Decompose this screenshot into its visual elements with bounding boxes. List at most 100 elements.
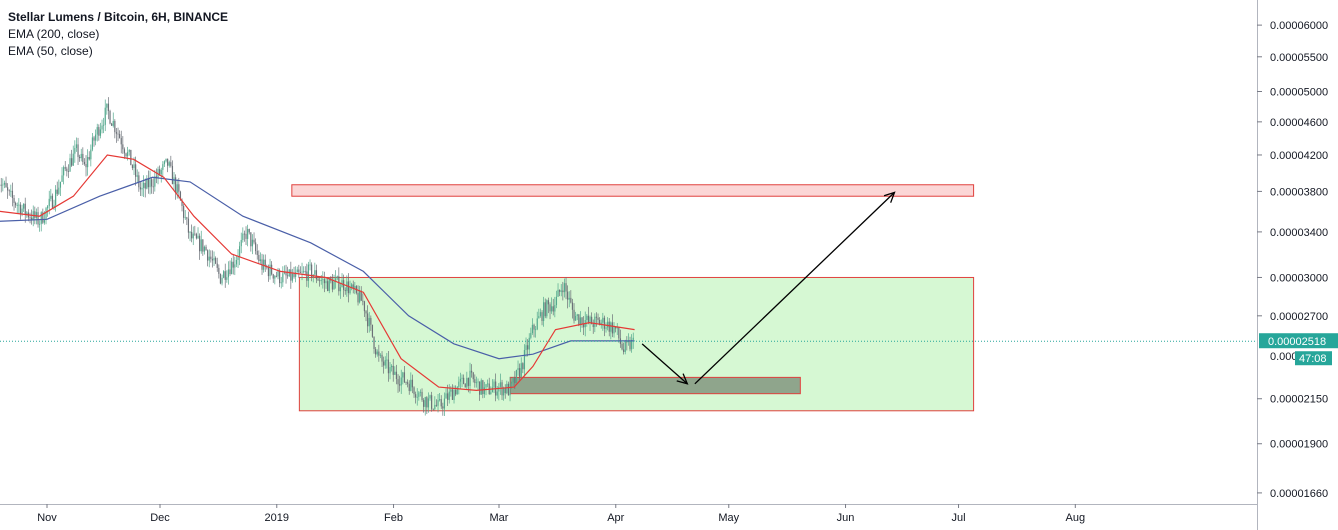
- price-tick-label: 0.00002150: [1270, 394, 1328, 406]
- symbol-title[interactable]: Stellar Lumens / Bitcoin, 6H, BINANCE: [8, 10, 229, 24]
- candle-body: [88, 157, 90, 160]
- candle-body: [432, 408, 434, 410]
- candle-body: [576, 314, 578, 316]
- candle-body: [544, 302, 546, 317]
- candle-body: [317, 279, 319, 281]
- candle-body: [143, 182, 145, 188]
- candle-body: [176, 184, 178, 194]
- candle-body: [123, 149, 126, 154]
- candle-body: [235, 259, 238, 265]
- candle-body: [120, 138, 122, 145]
- candle-body: [131, 165, 134, 169]
- candle-body: [226, 277, 228, 280]
- candle-body: [536, 318, 538, 330]
- candle-body: [104, 107, 106, 125]
- time-tick-label: Apr: [607, 512, 624, 524]
- support-zone[interactable]: [509, 376, 801, 395]
- annotation-zones[interactable]: [291, 184, 975, 412]
- candle-body: [291, 273, 294, 281]
- candle-body: [199, 235, 201, 252]
- candle-body: [400, 377, 402, 386]
- candle-body: [200, 239, 202, 252]
- candle-body: [307, 264, 310, 281]
- candle-body: [368, 317, 370, 327]
- arrow-1-shaft[interactable]: [641, 343, 688, 385]
- candle-body: [608, 321, 610, 332]
- candle-body: [85, 163, 87, 168]
- candle-body: [402, 372, 404, 378]
- candle-body: [439, 399, 441, 401]
- candle-body: [303, 271, 305, 273]
- candle-body: [269, 264, 271, 277]
- candle-body: [347, 281, 350, 294]
- candle-body: [267, 267, 270, 277]
- candle-body: [527, 345, 529, 350]
- candle-body: [568, 297, 570, 300]
- candle-body: [47, 206, 49, 209]
- candle-body: [18, 204, 20, 206]
- ema200-legend[interactable]: EMA (200, close): [8, 27, 100, 41]
- candle-body: [19, 204, 22, 215]
- target-zone[interactable]: [291, 184, 975, 197]
- candle-body: [362, 300, 364, 302]
- candle-body: [450, 389, 452, 392]
- ema200-line: [0, 176, 635, 360]
- candle-body: [74, 148, 76, 154]
- candle-body: [349, 287, 351, 294]
- candle-body: [538, 316, 540, 319]
- candle-body: [493, 381, 495, 388]
- time-axis[interactable]: Nov Dec 2019 Feb Mar Apr May Jun Jul Aug: [37, 504, 1085, 524]
- candle-body: [93, 137, 95, 141]
- candle-body: [610, 322, 612, 332]
- candle-body: [519, 368, 521, 377]
- candle-body: [551, 306, 553, 312]
- candle-body: [144, 182, 146, 189]
- candle-body: [184, 217, 186, 219]
- candle-body: [607, 321, 609, 328]
- price-tick-label: 0.00004200: [1270, 150, 1328, 162]
- ema50-legend[interactable]: EMA (50, close): [8, 44, 93, 58]
- candle-body: [83, 161, 86, 164]
- candle-body: [178, 184, 180, 192]
- candle-body: [272, 274, 274, 279]
- candle-body: [218, 267, 220, 274]
- candle-body: [387, 359, 390, 374]
- candle-body: [512, 378, 514, 383]
- time-tick-label: Jul: [952, 512, 966, 524]
- candle-body: [10, 190, 12, 192]
- candle-body: [333, 281, 335, 290]
- candle-body: [539, 312, 542, 317]
- candle-body: [394, 371, 396, 375]
- candle-body: [386, 359, 388, 361]
- candle-body: [195, 234, 198, 239]
- candle-body: [309, 264, 311, 266]
- candle-body: [99, 129, 102, 136]
- candle-body: [227, 269, 230, 278]
- candle-body: [64, 167, 66, 169]
- candle-body: [552, 306, 554, 312]
- candle-body: [16, 205, 18, 206]
- candle-body: [559, 289, 561, 292]
- candle-body: [381, 354, 383, 362]
- candle-body: [511, 382, 513, 384]
- candle-body: [421, 391, 423, 401]
- candle-body: [592, 324, 594, 328]
- candle-body: [613, 326, 615, 334]
- candle-body: [496, 391, 498, 396]
- candle-body: [202, 239, 204, 252]
- candle-body: [75, 144, 78, 149]
- arrow-2-head[interactable]: [883, 191, 896, 203]
- candle-body: [626, 341, 628, 343]
- candle-body: [106, 103, 108, 108]
- candle-body: [219, 273, 222, 284]
- arrow-1-head[interactable]: [676, 373, 689, 385]
- price-axis[interactable]: 0.00006000 0.00005500 0.00005000 0.00004600…: [1257, 20, 1328, 500]
- candle-body: [125, 153, 127, 157]
- annotation-arrows[interactable]: [641, 191, 896, 385]
- candle-body: [255, 242, 257, 251]
- candlestick-series: [0, 97, 634, 416]
- arrow-2-shaft[interactable]: [694, 191, 895, 385]
- candle-body: [216, 263, 218, 268]
- candle-body: [379, 354, 382, 356]
